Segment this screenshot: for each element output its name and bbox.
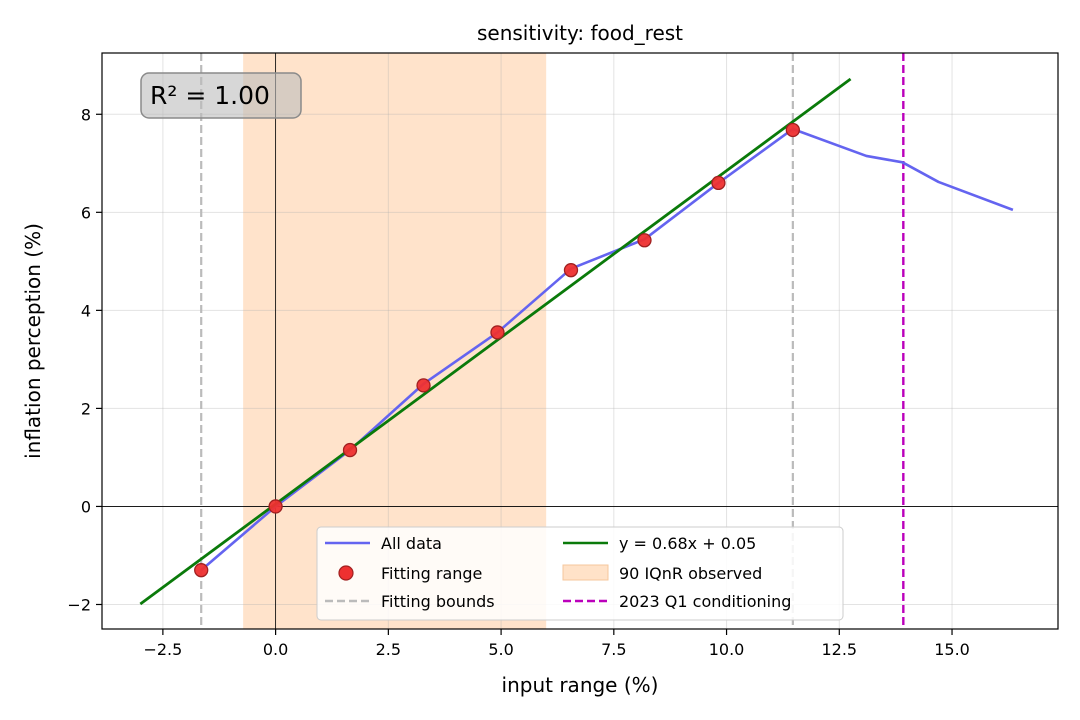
fitting-range-point-7 [711, 175, 726, 191]
plot-layer: −2.5 0.0 2.5 5.0 7.5 10.0 12.5 15.0 −2 0 2 4 6 8 [67, 52, 1059, 659]
x-tick-label-4: 7.5 [601, 640, 626, 659]
chart-title: sensitivity: food_rest [477, 21, 683, 45]
y-tick-label-4: 6 [81, 203, 91, 222]
y-tick-label-3: 4 [81, 301, 91, 320]
legend-label-all-data: All data [381, 534, 442, 553]
r-squared-annotation: R² = 1.00 [140, 72, 302, 119]
legend-swatch-iqnr-band [562, 564, 609, 581]
fit-line [139, 77, 852, 606]
y-axis-title: inflation perception (%) [21, 223, 45, 459]
x-tick-label-7: 15.0 [934, 640, 970, 659]
x-tick-label-1: 0.0 [263, 640, 288, 659]
y-tick-label-1: 0 [81, 497, 91, 516]
fitting-range-point-4 [490, 325, 505, 340]
legend: All data Fitting range Fitting bounds y … [316, 526, 844, 621]
fitting-range-point-8 [785, 122, 800, 138]
x-tick-label-5: 10.0 [709, 640, 745, 659]
plot-frame [101, 52, 1059, 630]
x-axis-title: input range (%) [502, 673, 659, 697]
fitting-range-point-2 [342, 442, 358, 458]
fitting-range-point-3 [416, 378, 431, 393]
x-tick-label-0: −2.5 [143, 640, 182, 659]
fitting-range-point-6 [637, 233, 652, 248]
fitting-range-point-0 [194, 563, 209, 578]
r-squared-box [140, 72, 302, 119]
legend-label-iqnr-band: 90 IQnR observed [619, 564, 762, 583]
legend-swatch-fitting-range [338, 565, 354, 581]
r-squared-text: R² = 1.00 [150, 81, 270, 110]
legend-label-fitting-bounds: Fitting bounds [381, 592, 495, 611]
legend-label-fitting-range: Fitting range [381, 564, 482, 583]
fitting-range-point-1 [268, 499, 283, 514]
y-tick-label-0: −2 [67, 595, 91, 614]
legend-label-conditioning: 2023 Q1 conditioning [619, 592, 791, 611]
y-tick-label-5: 8 [81, 105, 91, 124]
legend-label-fit-line: y = 0.68x + 0.05 [619, 534, 756, 553]
x-tick-label-2: 2.5 [376, 640, 401, 659]
x-tick-label-3: 5.0 [488, 640, 513, 659]
y-tick-label-2: 2 [81, 399, 91, 418]
fitting-range-point-5 [563, 263, 579, 278]
x-tick-label-6: 12.5 [821, 640, 857, 659]
